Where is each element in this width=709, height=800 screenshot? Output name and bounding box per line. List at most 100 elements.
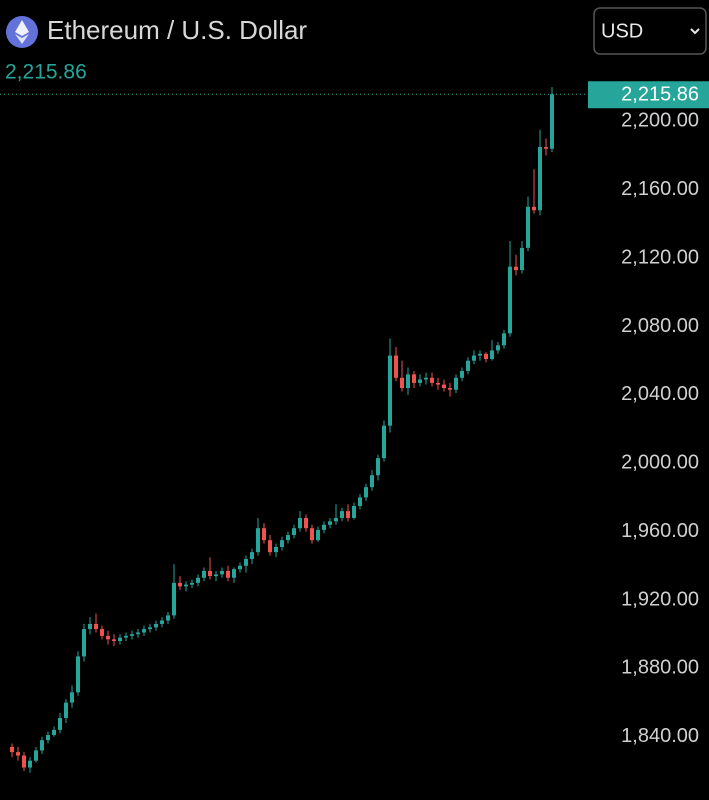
candle-body <box>370 475 374 488</box>
candle-body <box>304 517 308 529</box>
candle-body <box>430 377 434 383</box>
candle-body <box>526 206 530 248</box>
candle-body <box>376 458 380 476</box>
y-tick-label: 2,000.00 <box>621 452 699 474</box>
candle-body <box>544 147 548 149</box>
candle-body <box>478 353 482 356</box>
last-price-tag-label: 2,215.86 <box>621 84 699 106</box>
candle-body <box>100 629 104 636</box>
y-tick-label: 2,120.00 <box>621 246 699 268</box>
y-tick-label: 2,040.00 <box>621 383 699 405</box>
last-price: 2,215.86 <box>5 61 87 84</box>
candle-body <box>118 637 122 642</box>
candle-body <box>328 521 332 525</box>
candle-body <box>508 266 512 334</box>
candle-body <box>154 623 158 628</box>
candle-body <box>46 735 50 741</box>
candle-body <box>76 656 80 693</box>
candle-body <box>262 528 266 541</box>
candle-body <box>172 582 176 616</box>
candle-body <box>400 377 404 389</box>
candle-body <box>298 517 302 529</box>
title: Ethereum / U.S. Dollar <box>47 15 307 45</box>
candle-body <box>112 639 116 642</box>
y-tick-label: 1,880.00 <box>621 657 699 679</box>
candle-body <box>538 147 542 211</box>
candle-body <box>250 552 254 559</box>
candle-body <box>550 94 554 149</box>
candle-body <box>286 535 290 541</box>
candle-body <box>532 206 536 211</box>
candle-body <box>418 379 422 383</box>
y-tick-label: 2,160.00 <box>621 178 699 200</box>
candle-body <box>352 505 356 518</box>
candle-body <box>106 635 110 640</box>
candle-body <box>496 345 500 351</box>
candle-body <box>412 374 416 383</box>
candle-body <box>94 623 98 630</box>
y-tick-label: 1,840.00 <box>621 725 699 747</box>
candle-body <box>220 570 224 575</box>
candle-body <box>40 740 44 751</box>
y-tick-label: 1,960.00 <box>621 520 699 542</box>
candle-body <box>16 752 20 756</box>
candle-body <box>280 540 284 548</box>
candle-body <box>34 750 38 761</box>
eth-icon <box>6 16 38 48</box>
candle-body <box>124 635 128 638</box>
candle-body <box>232 569 236 578</box>
candle-body <box>160 620 164 624</box>
candle-body <box>88 623 92 630</box>
candle-body <box>322 524 326 530</box>
candle-body <box>472 355 476 361</box>
candle-body <box>388 355 392 426</box>
candle-body <box>82 629 86 657</box>
candle-body <box>448 388 452 390</box>
candle-body <box>196 577 200 583</box>
candle-body <box>256 528 260 553</box>
candle-body <box>202 570 206 578</box>
candle-body <box>268 540 272 553</box>
candle-body <box>214 574 218 577</box>
candle-body <box>406 374 410 389</box>
candle-body <box>52 729 56 736</box>
candle-body <box>364 487 368 498</box>
candle-body <box>466 360 470 371</box>
candle-body <box>334 517 338 522</box>
candle-body <box>244 558 248 566</box>
candle-body <box>310 528 314 541</box>
y-tick-label: 2,080.00 <box>621 315 699 337</box>
candle-body <box>490 350 494 359</box>
candle-body <box>514 266 518 271</box>
y-tick-label: 1,920.00 <box>621 588 699 610</box>
candle-body <box>394 355 398 378</box>
candle-body <box>142 629 146 633</box>
candle-body <box>28 760 32 768</box>
currency-select[interactable]: USD <box>593 7 707 55</box>
candle-body <box>340 511 344 518</box>
y-tick-label: 2,200.00 <box>621 110 699 132</box>
candle-body <box>178 582 182 587</box>
candle-body <box>442 384 446 389</box>
candle-body <box>358 497 362 506</box>
candle-body <box>346 511 350 518</box>
candle-body <box>208 570 212 577</box>
candle-body <box>58 717 62 730</box>
candle-body <box>184 584 188 587</box>
candle-body <box>460 370 464 378</box>
candle-body <box>484 353 488 359</box>
candle-body <box>238 565 242 570</box>
candle-body <box>226 570 230 578</box>
candle-body <box>22 755 26 768</box>
candle-body <box>10 747 14 753</box>
currency-label[interactable]: USD <box>601 20 643 42</box>
candle-body <box>436 382 440 385</box>
candle-body <box>502 333 506 346</box>
last-price-tag <box>588 81 709 109</box>
candle-body <box>382 425 386 459</box>
candle-body <box>148 627 152 630</box>
candle-body <box>274 547 278 553</box>
candle-body <box>64 702 68 718</box>
